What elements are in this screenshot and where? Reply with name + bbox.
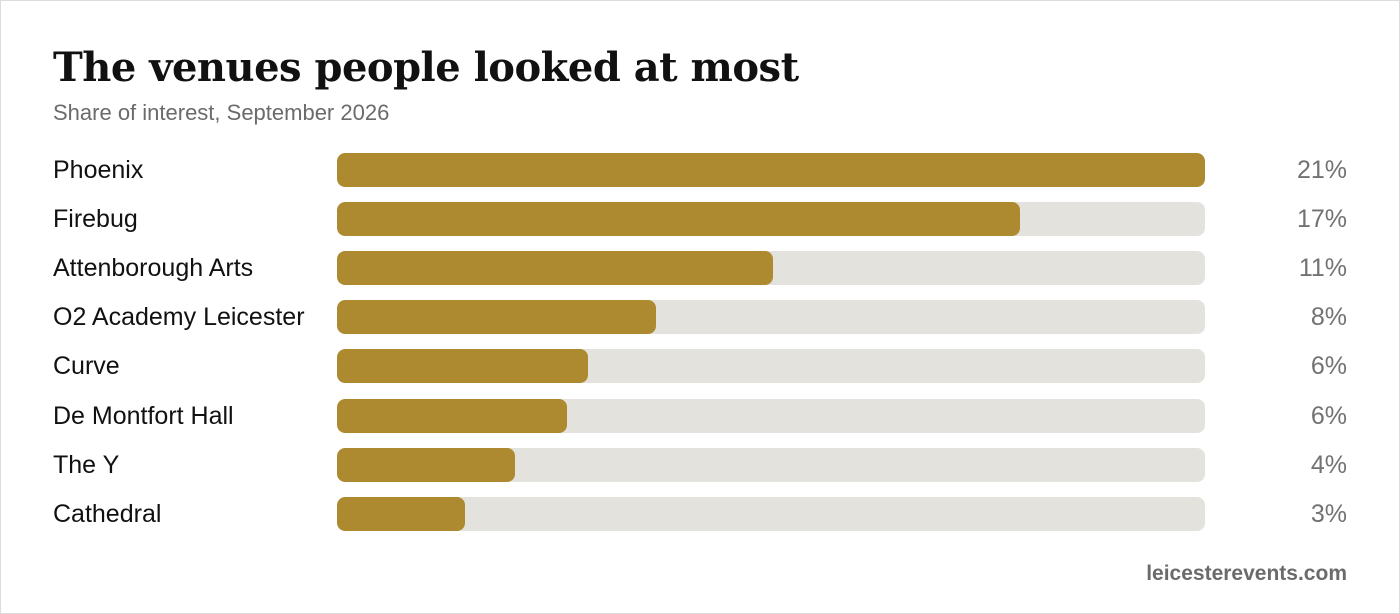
- bar-row: Phoenix 21%: [1, 153, 1399, 187]
- value-label: 6%: [1310, 352, 1347, 380]
- value-label: 8%: [1310, 303, 1347, 331]
- bar-track: [337, 202, 1205, 236]
- bar-track: [337, 448, 1205, 482]
- category-label: Curve: [53, 352, 120, 380]
- value-label: 6%: [1310, 402, 1347, 430]
- bar: [337, 153, 1205, 187]
- category-label: O2 Academy Leicester: [53, 303, 305, 331]
- bar-track: [337, 497, 1205, 531]
- category-label: Cathedral: [53, 500, 162, 528]
- bar-row: Curve 6%: [1, 349, 1399, 383]
- bar-row: Attenborough Arts 11%: [1, 251, 1399, 285]
- category-label: The Y: [53, 451, 120, 479]
- bar-row: De Montfort Hall 6%: [1, 399, 1399, 433]
- bar: [337, 448, 515, 482]
- category-label: Firebug: [53, 205, 138, 233]
- value-label: 4%: [1310, 451, 1347, 479]
- bar: [337, 251, 773, 285]
- bar: [337, 399, 568, 433]
- bar-track: [337, 153, 1205, 187]
- value-label: 11%: [1298, 254, 1347, 282]
- bar: [337, 202, 1021, 236]
- bar-track: [337, 349, 1205, 383]
- bar-track: [337, 251, 1205, 285]
- bar-track: [337, 399, 1205, 433]
- chart-title: The venues people looked at most: [53, 44, 799, 91]
- category-label: Attenborough Arts: [53, 254, 254, 282]
- category-label: De Montfort Hall: [53, 402, 234, 430]
- bar-row: Cathedral 3%: [1, 497, 1399, 531]
- bar: [337, 349, 588, 383]
- bar-track: [337, 300, 1205, 334]
- bar-row: O2 Academy Leicester 8%: [1, 300, 1399, 334]
- source-credit: leicesterevents.com: [1146, 562, 1347, 585]
- value-label: 3%: [1310, 500, 1347, 528]
- chart-subtitle: Share of interest, September 2026: [53, 100, 390, 125]
- bar: [337, 497, 465, 531]
- value-label: 17%: [1296, 205, 1347, 233]
- bar-row: Firebug 17%: [1, 202, 1399, 236]
- category-label: Phoenix: [53, 156, 144, 184]
- value-label: 21%: [1296, 156, 1347, 184]
- bar: [337, 300, 656, 334]
- bar-row: The Y 4%: [1, 448, 1399, 482]
